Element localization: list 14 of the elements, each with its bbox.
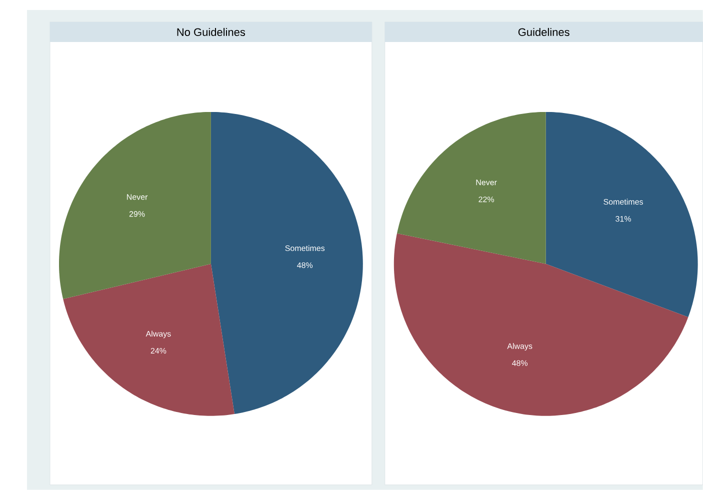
slice-label: Sometimes: [285, 245, 325, 252]
slice-label: Never: [476, 180, 497, 186]
data-label: 22%: [478, 196, 494, 202]
slice-label: Always: [146, 330, 171, 338]
chart-title: No Guidelines: [177, 28, 246, 36]
data-label: 29%: [129, 211, 145, 217]
data-label: 31%: [616, 216, 631, 222]
slice-label: Sometimes: [604, 198, 643, 205]
slice-label: Never: [127, 194, 148, 200]
chart-title: Guidelines: [518, 28, 570, 36]
data-label: 24%: [150, 348, 166, 354]
data-label: 48%: [512, 360, 528, 366]
data-label: 48%: [297, 262, 313, 268]
slice-label: Always: [507, 343, 532, 351]
